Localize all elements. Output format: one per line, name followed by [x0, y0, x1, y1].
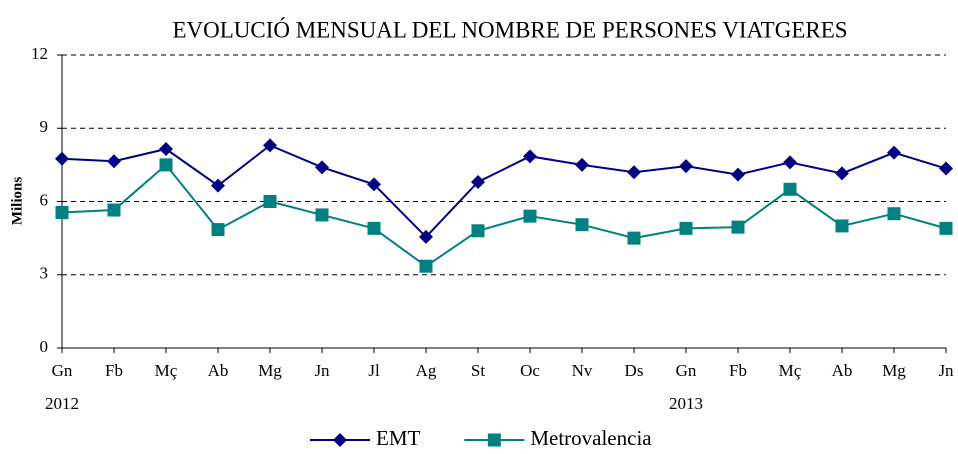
x-tick-label: St: [471, 361, 485, 380]
x-tick-label: Ab: [208, 361, 229, 380]
marker: [367, 177, 381, 192]
marker: [367, 221, 381, 235]
marker: [487, 433, 501, 447]
marker: [107, 203, 121, 217]
marker: [783, 182, 797, 196]
marker: [939, 221, 953, 235]
marker: [333, 433, 347, 447]
marker: [887, 207, 901, 221]
x-tick-label: Fb: [105, 361, 123, 380]
series-line: [61, 144, 947, 239]
marker: [783, 155, 797, 170]
y-tick-label: 12: [31, 44, 48, 63]
marker: [419, 229, 433, 244]
marker: [939, 161, 953, 176]
marker: [471, 224, 485, 238]
marker: [835, 219, 849, 233]
marker: [55, 205, 69, 219]
legend-label: EMT: [376, 426, 421, 450]
x-group-label: 2012: [45, 394, 79, 413]
x-tick-label: Oc: [520, 361, 540, 380]
marker: [731, 220, 745, 234]
marker: [159, 158, 173, 172]
marker: [211, 178, 225, 193]
marker: [263, 195, 277, 208]
marker: [731, 167, 745, 182]
marker: [315, 208, 329, 222]
marker: [679, 221, 693, 235]
y-tick-label: 9: [40, 117, 49, 136]
marker: [471, 174, 485, 189]
marker: [575, 157, 589, 172]
x-tick-label: Mg: [882, 361, 906, 380]
marker: [627, 231, 641, 245]
x-tick-label: Ab: [832, 361, 853, 380]
marker: [523, 149, 537, 164]
marker: [523, 209, 537, 223]
x-tick-label: Gn: [52, 361, 73, 380]
marker: [211, 223, 225, 237]
marker: [107, 154, 121, 169]
x-tick-label: Jn: [314, 361, 330, 380]
x-group-label: 2013: [669, 394, 703, 413]
marker: [575, 218, 589, 232]
x-tick-label: Nv: [572, 361, 593, 380]
marker: [315, 160, 329, 175]
x-tick-label: Ds: [625, 361, 644, 380]
y-tick-label: 6: [40, 190, 49, 209]
marker: [679, 159, 693, 174]
x-tick-label: Jn: [938, 361, 954, 380]
marker: [835, 166, 849, 181]
y-axis-label: Milions: [9, 177, 25, 226]
chart-title: EVOLUCIÓ MENSUAL DEL NOMBRE DE PERSONES …: [172, 16, 847, 42]
marker: [55, 151, 69, 166]
x-tick-label: Mç: [779, 361, 802, 380]
x-tick-label: Fb: [729, 361, 747, 380]
legend-label: Metrovalencia: [530, 426, 652, 450]
y-tick-label: 3: [40, 264, 49, 283]
marker: [627, 165, 641, 180]
marker: [159, 142, 173, 157]
marker: [263, 138, 277, 153]
x-tick-label: Jl: [368, 361, 380, 380]
y-tick-label: 0: [40, 337, 49, 356]
series-line: [61, 163, 947, 268]
x-tick-label: Ag: [416, 361, 437, 380]
x-tick-label: Mç: [155, 361, 178, 380]
x-tick-label: Gn: [676, 361, 697, 380]
marker: [419, 259, 433, 273]
x-tick-label: Mg: [258, 361, 282, 380]
marker: [887, 145, 901, 160]
